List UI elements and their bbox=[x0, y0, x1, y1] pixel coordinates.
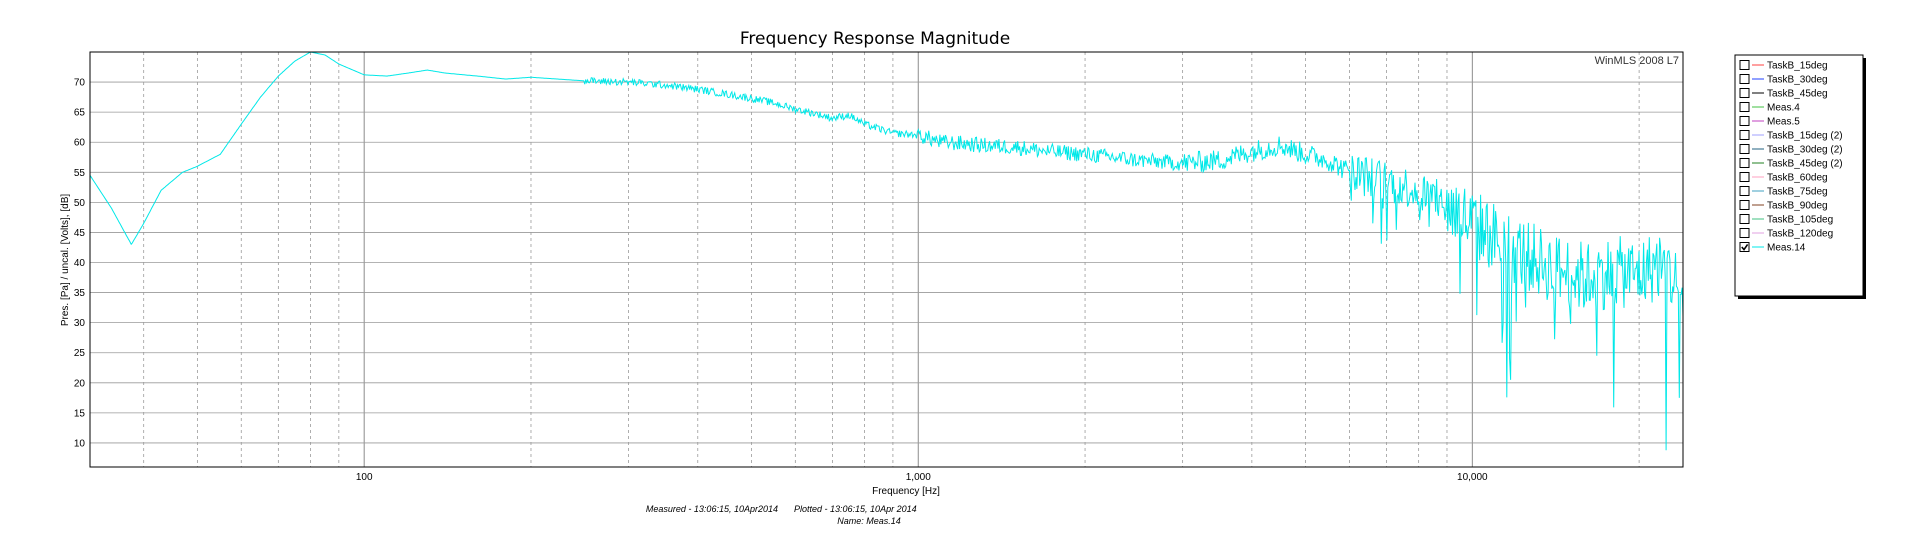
y-tick-label: 45 bbox=[74, 228, 86, 239]
footer-name: Name: Meas.14 bbox=[837, 516, 901, 526]
footer-plotted: Plotted - 13:06:15, 10Apr 2014 bbox=[794, 504, 917, 514]
legend: TaskB_15deg TaskB_30deg TaskB_45deg Meas.4 M… bbox=[1734, 54, 1866, 299]
legend-checkbox[interactable] bbox=[1739, 242, 1750, 252]
legend-checkbox[interactable] bbox=[1739, 88, 1750, 98]
legend-items: TaskB_15deg TaskB_30deg TaskB_45deg Meas.4 M… bbox=[1739, 60, 1843, 254]
x-tick-label: 10,000 bbox=[1457, 472, 1488, 483]
legend-shadow-right bbox=[1863, 58, 1866, 299]
footer-measured: Measured - 13:06:15, 10Apr2014 bbox=[646, 504, 778, 514]
x-tick-label: 100 bbox=[356, 472, 373, 483]
series-layer bbox=[89, 51, 1684, 451]
legend-item-taskb-75deg[interactable]: TaskB_75deg bbox=[1739, 186, 1828, 198]
legend-label: TaskB_75deg bbox=[1767, 187, 1828, 198]
legend-checkbox[interactable] bbox=[1739, 116, 1750, 126]
legend-label: TaskB_105deg bbox=[1767, 215, 1833, 226]
y-tick-label: 10 bbox=[74, 438, 86, 449]
legend-item-taskb-30deg-2-[interactable]: TaskB_30deg (2) bbox=[1739, 144, 1843, 156]
legend-item-meas-14[interactable]: Meas.14 bbox=[1739, 242, 1806, 254]
legend-label: TaskB_15deg bbox=[1767, 61, 1828, 72]
legend-item-meas-5[interactable]: Meas.5 bbox=[1739, 116, 1800, 128]
legend-label: TaskB_45deg bbox=[1767, 89, 1828, 100]
legend-checkbox[interactable] bbox=[1739, 60, 1750, 70]
legend-item-meas-4[interactable]: Meas.4 bbox=[1739, 102, 1800, 114]
plot-frame bbox=[89, 51, 1684, 468]
y-tick-labels: 10 15 20 25 30 35 40 45 50 55 60 65 70 bbox=[74, 78, 86, 450]
legend-checkbox[interactable] bbox=[1739, 200, 1750, 210]
checkmark-icon bbox=[1741, 243, 1749, 251]
legend-item-taskb-30deg[interactable]: TaskB_30deg bbox=[1739, 74, 1828, 86]
y-tick-label: 60 bbox=[74, 138, 86, 149]
y-tick-label: 50 bbox=[74, 198, 86, 209]
x-axis-label: Frequency [Hz] bbox=[872, 486, 940, 497]
y-grid bbox=[90, 81, 1683, 444]
legend-label: Meas.14 bbox=[1767, 243, 1806, 254]
legend-item-taskb-45deg[interactable]: TaskB_45deg bbox=[1739, 88, 1828, 100]
legend-label: Meas.4 bbox=[1767, 103, 1800, 114]
legend-item-taskb-15deg-2-[interactable]: TaskB_15deg (2) bbox=[1739, 130, 1843, 142]
legend-checkbox[interactable] bbox=[1739, 214, 1750, 224]
watermark-label: WinMLS 2008 L7 bbox=[1595, 55, 1679, 67]
y-tick-label: 65 bbox=[74, 108, 86, 119]
legend-shadow-bottom bbox=[1738, 296, 1866, 299]
plot-area[interactable]: WinMLS 2008 L7 bbox=[89, 51, 1684, 468]
y-tick-label: 20 bbox=[74, 378, 86, 389]
y-tick-label: 40 bbox=[74, 258, 86, 269]
y-tick-label: 15 bbox=[74, 408, 86, 419]
legend-checkbox[interactable] bbox=[1739, 102, 1750, 112]
y-tick-label: 25 bbox=[74, 348, 86, 359]
legend-item-taskb-90deg[interactable]: TaskB_90deg bbox=[1739, 200, 1828, 212]
legend-item-taskb-105deg[interactable]: TaskB_105deg bbox=[1739, 214, 1833, 226]
y-tick-label: 55 bbox=[74, 168, 86, 179]
x-grid bbox=[143, 52, 1640, 467]
legend-label: TaskB_30deg bbox=[1767, 75, 1828, 86]
legend-checkbox[interactable] bbox=[1739, 130, 1750, 140]
chart-title: Frequency Response Magnitude bbox=[740, 29, 1010, 49]
legend-item-taskb-120deg[interactable]: TaskB_120deg bbox=[1739, 228, 1833, 240]
legend-checkbox[interactable] bbox=[1739, 74, 1750, 84]
legend-label: TaskB_90deg bbox=[1767, 201, 1828, 212]
legend-item-taskb-60deg[interactable]: TaskB_60deg bbox=[1739, 172, 1828, 184]
legend-label: TaskB_120deg bbox=[1767, 229, 1833, 240]
legend-label: TaskB_60deg bbox=[1767, 173, 1828, 184]
legend-checkbox[interactable] bbox=[1739, 228, 1750, 238]
legend-item-taskb-15deg[interactable]: TaskB_15deg bbox=[1739, 60, 1828, 72]
x-tick-labels: 100 1,000 10,000 bbox=[356, 472, 1488, 483]
legend-checkbox[interactable] bbox=[1739, 144, 1750, 154]
legend-label: Meas.5 bbox=[1767, 117, 1800, 128]
legend-label: TaskB_15deg (2) bbox=[1767, 131, 1843, 142]
legend-label: TaskB_30deg (2) bbox=[1767, 145, 1843, 156]
legend-checkbox[interactable] bbox=[1739, 158, 1750, 168]
y-tick-label: 35 bbox=[74, 288, 86, 299]
y-tick-label: 30 bbox=[74, 318, 86, 329]
plot-background bbox=[90, 52, 1683, 467]
legend-checkbox[interactable] bbox=[1739, 186, 1750, 196]
legend-item-taskb-45deg-2-[interactable]: TaskB_45deg (2) bbox=[1739, 158, 1843, 170]
y-tick-label: 70 bbox=[74, 78, 86, 89]
series-line-meas-14 bbox=[89, 51, 1684, 451]
legend-checkbox[interactable] bbox=[1739, 172, 1750, 182]
y-axis-label: Pres. [Pa] / uncal. [Volts], [dB] bbox=[60, 194, 71, 327]
legend-label: TaskB_45deg (2) bbox=[1767, 159, 1843, 170]
x-tick-label: 1,000 bbox=[906, 472, 931, 483]
